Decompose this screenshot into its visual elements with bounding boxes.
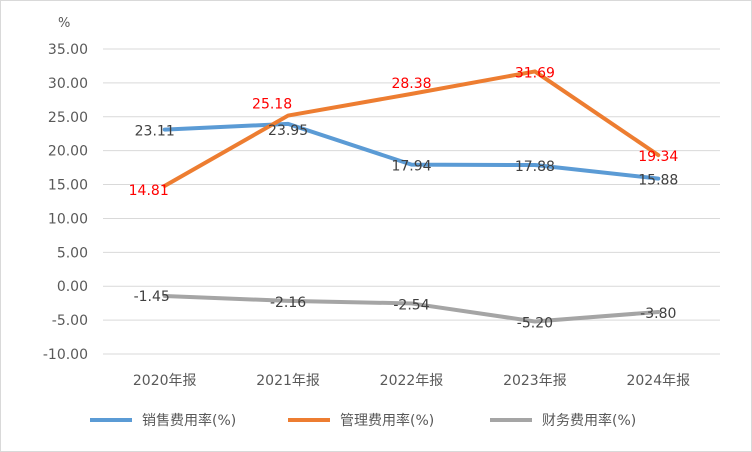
data-label: -1.45 — [134, 289, 170, 305]
y-tick-label: 35.00 — [48, 42, 88, 58]
series-line-2 — [162, 69, 661, 188]
data-label: 31.69 — [515, 65, 555, 81]
legend-label: 管理费用率(%) — [340, 412, 434, 429]
x-tick-label: 2021年报 — [256, 373, 320, 389]
y-tick-label: -5.00 — [52, 313, 88, 329]
x-tick-label: 2023年报 — [503, 373, 567, 389]
x-tick-label: 2020年报 — [133, 373, 197, 389]
legend-label: 销售费用率(%) — [142, 412, 236, 429]
data-label: 17.88 — [515, 159, 555, 175]
y-axis-unit-label: % — [58, 16, 70, 31]
data-label: 14.81 — [129, 183, 169, 199]
data-label: 19.34 — [638, 149, 678, 165]
legend-label: 财务费用率(%) — [542, 412, 636, 429]
x-tick-label: 2022年报 — [380, 373, 444, 389]
data-label: -3.80 — [640, 306, 676, 322]
data-label: -5.20 — [517, 315, 553, 331]
y-tick-label: -10.00 — [43, 347, 88, 363]
data-label: 15.88 — [638, 173, 678, 189]
y-tick-label: 20.00 — [48, 144, 88, 160]
data-label: 28.38 — [391, 76, 431, 92]
y-tick-label: 30.00 — [48, 76, 88, 92]
y-tick-label: 10.00 — [48, 211, 88, 227]
x-tick-label: 2024年报 — [626, 373, 690, 389]
series-line-1 — [162, 121, 661, 181]
data-label: 25.18 — [252, 97, 292, 113]
data-label: -2.16 — [270, 295, 306, 311]
series-line-3 — [162, 294, 661, 324]
y-tick-label: 25.00 — [48, 110, 88, 126]
y-tick-label: 0.00 — [57, 279, 88, 295]
data-label: 17.94 — [391, 159, 431, 175]
y-tick-label: 15.00 — [48, 178, 88, 194]
data-label: -2.54 — [393, 297, 429, 313]
data-label: 23.95 — [268, 123, 308, 139]
y-tick-label: 5.00 — [57, 245, 88, 261]
data-label: 23.11 — [135, 124, 175, 140]
